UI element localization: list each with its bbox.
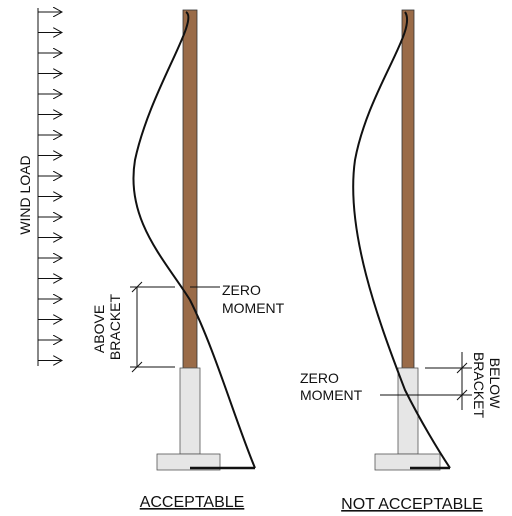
base-plate: [374, 453, 441, 471]
label-line: ZERO: [222, 282, 261, 298]
moment-curve: [352, 11, 451, 469]
acceptable-assembly: ABOVE BRACKET ZERO MOMENT ACCEPTABLE: [91, 9, 285, 511]
zero-moment-label: ZERO MOMENT: [222, 282, 285, 316]
post: [401, 9, 415, 369]
wind-load-label: WIND LOAD: [17, 155, 33, 234]
below-bracket-label: BELOW BRACKET: [471, 352, 503, 419]
moment-curve: [132, 11, 256, 469]
base-plate: [156, 453, 221, 471]
dimension-tick: [131, 281, 143, 293]
dimension-tick: [456, 362, 468, 374]
bracket: [179, 367, 201, 455]
label-line: BRACKET: [107, 293, 123, 360]
dimension-tick: [456, 389, 468, 401]
wind-load-arrows: [37, 8, 62, 366]
label-line: ABOVE: [91, 305, 107, 353]
caption: NOT ACCEPTABLE: [341, 496, 483, 513]
above-bracket-label: ABOVE BRACKET: [91, 293, 123, 360]
dimension-tick: [131, 361, 143, 373]
label-line: ZERO: [300, 370, 339, 386]
not-acceptable-assembly: BELOW BRACKET ZERO MOMENT NOT ACCEPTABLE: [300, 9, 503, 513]
caption: ACCEPTABLE: [140, 494, 245, 511]
label-line: MOMENT: [300, 387, 363, 403]
label-line: BRACKET: [471, 352, 487, 419]
label-line: MOMENT: [222, 300, 285, 316]
post: [182, 9, 198, 369]
label-line: BELOW: [487, 358, 503, 409]
zero-moment-label: ZERO MOMENT: [300, 370, 363, 403]
